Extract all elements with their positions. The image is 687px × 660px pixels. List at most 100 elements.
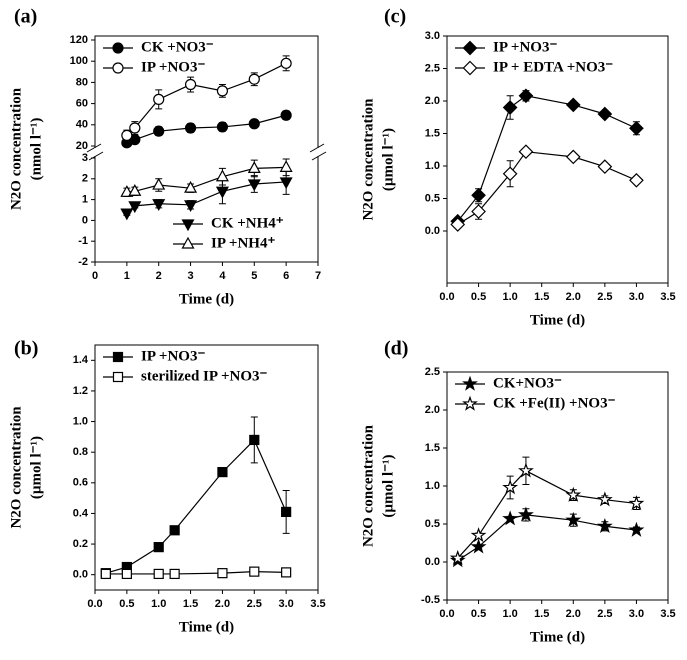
y-tick-label: 0.2 <box>73 538 88 550</box>
y-tick-label: 1.4 <box>73 354 89 366</box>
legend-label: CK +NO3⁻ <box>141 39 214 55</box>
y-axis-label: N2O concentration <box>8 406 24 529</box>
panel-label: (c) <box>384 6 406 28</box>
x-tick-label: 2.5 <box>597 291 612 303</box>
marker <box>518 506 534 522</box>
x-axis-label: Time (d) <box>179 619 234 635</box>
marker <box>471 187 486 203</box>
y-axis-label: N2O concentration <box>8 87 24 210</box>
marker <box>279 177 293 190</box>
y-tick-label: 1.5 <box>425 442 440 454</box>
y-tick-label: 0.0 <box>73 569 88 581</box>
x-tick-label: 7 <box>315 270 321 282</box>
y-tick-label: 2 <box>82 173 88 185</box>
panel-label: (a) <box>14 6 37 28</box>
x-axis-label: Time (d) <box>530 629 585 645</box>
legend-marker <box>112 351 124 363</box>
y-tick-label: -2 <box>78 256 88 268</box>
x-tick-label: 3.0 <box>278 598 293 610</box>
y-tick-label: 1 <box>82 194 88 206</box>
x-tick-label: 2.0 <box>566 608 581 620</box>
marker <box>565 97 581 113</box>
legend-label: IP +NO3⁻ <box>141 59 205 75</box>
marker <box>128 201 142 214</box>
legend-label: IP +NH4⁺ <box>211 235 275 251</box>
x-tick-label: 2.5 <box>247 598 262 610</box>
marker <box>247 161 261 173</box>
y-axis-unit: (µmol l⁻¹) <box>380 454 396 517</box>
y-tick-label: 0.0 <box>425 225 440 237</box>
y-tick-label: 60 <box>76 98 88 110</box>
marker <box>121 129 133 141</box>
marker <box>128 184 142 196</box>
y-tick-label: 1.0 <box>73 415 88 427</box>
legend-label: IP +NO3⁻ <box>493 39 557 55</box>
x-tick-label: 1.5 <box>183 598 198 610</box>
x-axis-label: Time (d) <box>179 291 234 307</box>
panel-label: (b) <box>14 338 38 360</box>
y-axis-label: N2O concentration <box>360 424 376 547</box>
legend-marker <box>181 219 195 232</box>
marker <box>596 491 613 507</box>
x-tick-label: 1.5 <box>534 608 549 620</box>
legend-marker <box>462 375 478 391</box>
series-line <box>457 151 637 226</box>
x-tick-label: 1 <box>124 270 130 282</box>
plot-frame <box>94 35 319 263</box>
x-tick-label: 3.0 <box>629 608 644 620</box>
x-tick-label: 4 <box>219 270 226 282</box>
plot-frame <box>94 344 319 591</box>
marker <box>628 521 645 537</box>
x-tick-label: 6 <box>283 270 289 282</box>
axis-break <box>309 143 325 153</box>
y-tick-label: 0.8 <box>73 446 88 458</box>
x-tick-label: 0.5 <box>471 608 486 620</box>
series-line <box>457 514 637 561</box>
marker <box>565 511 582 527</box>
panel-label: (d) <box>384 338 408 360</box>
x-axis-label: Time (d) <box>530 312 585 328</box>
marker <box>502 510 519 526</box>
marker <box>628 495 645 511</box>
marker <box>152 199 166 212</box>
marker <box>217 466 228 478</box>
series-line <box>105 438 287 574</box>
marker <box>629 120 644 136</box>
x-tick-label: 1.0 <box>502 608 517 620</box>
y-tick-label: 3 <box>82 152 88 164</box>
marker <box>471 204 486 219</box>
marker <box>247 179 261 192</box>
y-tick-label: 3.0 <box>425 30 440 42</box>
marker <box>279 160 293 172</box>
legend-label: CK +NH4⁺ <box>211 215 284 231</box>
y-tick-label: 100 <box>70 55 88 67</box>
y-tick-label: 2.5 <box>425 366 440 378</box>
legend-marker <box>462 395 478 411</box>
marker <box>629 172 644 188</box>
y-tick-label: 0.5 <box>425 192 440 204</box>
marker <box>280 57 292 69</box>
series-line <box>126 114 287 144</box>
marker <box>280 109 292 121</box>
marker <box>597 106 613 122</box>
y-tick-label: 1.0 <box>425 480 440 492</box>
legend-marker <box>181 236 195 249</box>
marker <box>169 568 180 580</box>
y-tick-label: 0 <box>82 214 88 226</box>
marker <box>248 73 260 85</box>
marker <box>502 166 518 182</box>
x-tick-label: 0.0 <box>87 598 102 610</box>
y-tick-label: 1.0 <box>425 160 440 172</box>
marker <box>249 434 260 446</box>
marker <box>518 88 534 104</box>
x-tick-label: 1.0 <box>502 291 517 303</box>
legend-marker <box>112 42 124 54</box>
y-tick-label: 1.2 <box>73 385 88 397</box>
y-tick-label: -0.5 <box>421 594 440 606</box>
marker <box>153 125 165 137</box>
y-tick-label: -1 <box>78 235 88 247</box>
axis-break <box>88 151 104 161</box>
marker <box>470 527 487 543</box>
y-tick-label: 0.4 <box>73 507 89 519</box>
